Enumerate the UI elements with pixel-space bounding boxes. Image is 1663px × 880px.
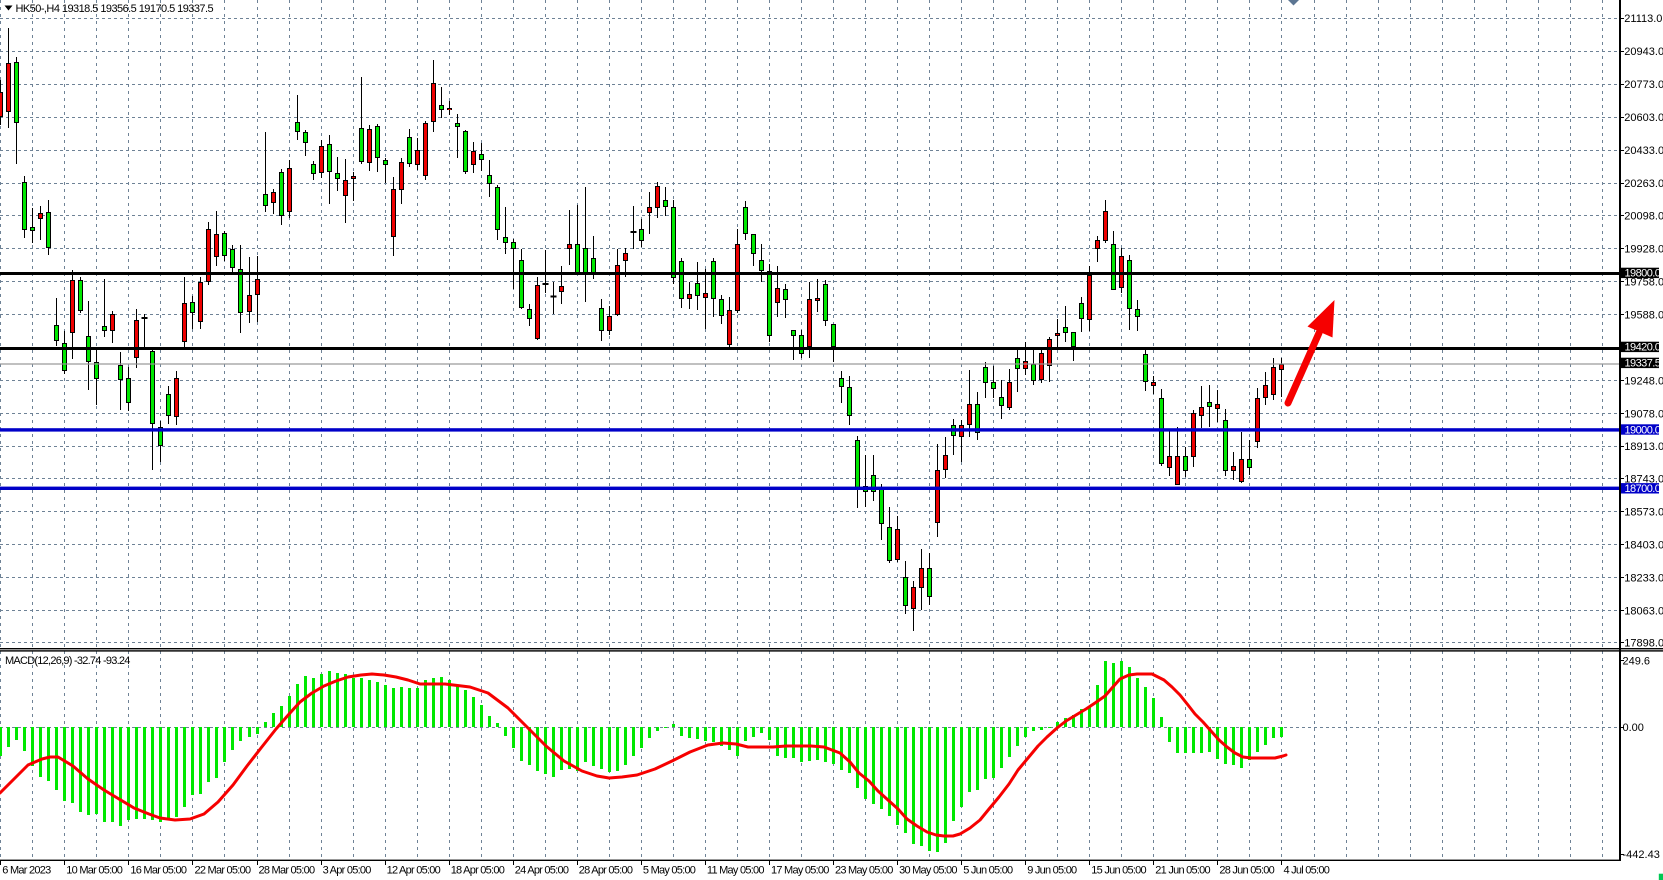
svg-text:20773.0: 20773.0	[1624, 79, 1663, 91]
svg-text:17 May 05:00: 17 May 05:00	[771, 865, 829, 877]
svg-text:28 Mar 05:00: 28 Mar 05:00	[259, 865, 315, 877]
svg-text:19420.0: 19420.0	[1625, 342, 1661, 354]
svg-text:21 Jun 05:00: 21 Jun 05:00	[1155, 865, 1210, 877]
svg-text:12 Apr 05:00: 12 Apr 05:00	[387, 865, 441, 877]
svg-text:18233.0: 18233.0	[1624, 573, 1663, 585]
svg-text:0.00: 0.00	[1623, 722, 1644, 734]
svg-text:19248.0: 19248.0	[1624, 375, 1663, 387]
svg-text:19928.0: 19928.0	[1624, 243, 1663, 255]
svg-text:19800.0: 19800.0	[1625, 268, 1661, 280]
svg-text:20263.0: 20263.0	[1624, 178, 1663, 190]
svg-text:18063.0: 18063.0	[1624, 606, 1663, 618]
svg-text:3 Apr 05:00: 3 Apr 05:00	[323, 865, 372, 877]
svg-text:10 Mar 05:00: 10 Mar 05:00	[66, 865, 122, 877]
svg-text:16 Mar 05:00: 16 Mar 05:00	[130, 865, 186, 877]
svg-text:18743.0: 18743.0	[1624, 474, 1663, 486]
svg-text:-442.43: -442.43	[1623, 849, 1660, 861]
svg-text:MACD(12,26,9) -32.74 -93.24: MACD(12,26,9) -32.74 -93.24	[5, 655, 130, 667]
svg-text:4 Jul 05:00: 4 Jul 05:00	[1284, 865, 1330, 877]
svg-text:HK50-,H4 19318.5 19356.5 1917: HK50-,H4 19318.5 19356.5 19170.5 19337.5	[16, 3, 214, 15]
svg-text:24 Apr 05:00: 24 Apr 05:00	[515, 865, 569, 877]
svg-text:18700.0: 18700.0	[1625, 483, 1661, 495]
svg-text:20943.0: 20943.0	[1624, 46, 1663, 58]
svg-text:19078.0: 19078.0	[1624, 408, 1663, 420]
svg-text:18573.0: 18573.0	[1624, 507, 1663, 519]
svg-text:6 Mar 2023: 6 Mar 2023	[2, 865, 51, 877]
svg-text:23 May 05:00: 23 May 05:00	[835, 865, 893, 877]
svg-text:17898.0: 17898.0	[1624, 638, 1663, 650]
svg-text:18403.0: 18403.0	[1624, 540, 1663, 552]
svg-text:20098.0: 20098.0	[1624, 210, 1663, 222]
svg-text:18 Apr 05:00: 18 Apr 05:00	[451, 865, 505, 877]
svg-text:9 Jun 05:00: 9 Jun 05:00	[1027, 865, 1077, 877]
svg-text:28 Apr 05:00: 28 Apr 05:00	[579, 865, 633, 877]
svg-text:21113.0: 21113.0	[1624, 13, 1662, 25]
svg-text:19000.0: 19000.0	[1625, 424, 1661, 436]
svg-text:5 Jun 05:00: 5 Jun 05:00	[963, 865, 1013, 877]
svg-text:5 May 05:00: 5 May 05:00	[643, 865, 696, 877]
svg-text:30 May 05:00: 30 May 05:00	[899, 865, 957, 877]
svg-text:19588.0: 19588.0	[1624, 309, 1663, 321]
svg-text:15 Jun 05:00: 15 Jun 05:00	[1091, 865, 1146, 877]
svg-text:20603.0: 20603.0	[1624, 112, 1663, 124]
svg-text:19758.0: 19758.0	[1624, 276, 1663, 288]
svg-text:18913.0: 18913.0	[1624, 441, 1663, 453]
svg-text:19337.5: 19337.5	[1625, 358, 1661, 370]
svg-text:28 Jun 05:00: 28 Jun 05:00	[1219, 865, 1274, 877]
svg-text:22 Mar 05:00: 22 Mar 05:00	[195, 865, 251, 877]
svg-text:20433.0: 20433.0	[1624, 145, 1663, 157]
svg-text:11 May 05:00: 11 May 05:00	[707, 865, 764, 877]
svg-text:249.6: 249.6	[1623, 655, 1651, 667]
